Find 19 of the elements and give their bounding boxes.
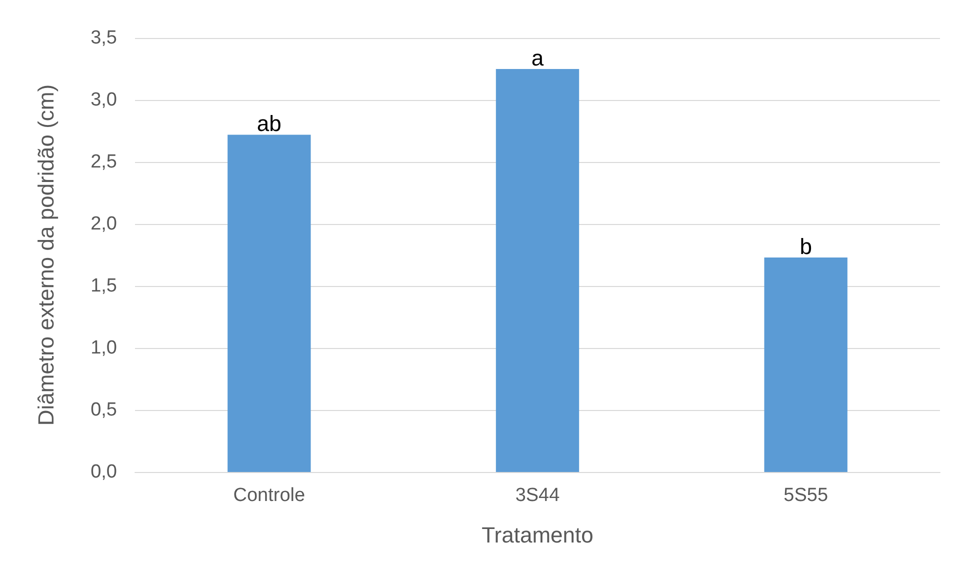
annotation: b [800,234,812,259]
x-tick-label: 3S44 [515,485,560,506]
y-tick-label: 1,0 [90,338,117,358]
x-tick-label: Controle [233,485,306,506]
bar [496,69,580,472]
y-tick-label: 3,5 [90,28,117,48]
y-tick-label: 0,5 [90,400,117,420]
y-tick-label: 3,0 [90,90,117,110]
y-axis-title: Diâmetro externo da podridão (cm) [34,84,58,426]
y-tick-label: 0,0 [90,462,117,482]
y-tick-label: 2,0 [90,214,117,234]
x-tick-label: 5S55 [784,485,828,506]
x-axis-title: Tratamento [482,522,594,548]
y-tick-label: 2,5 [90,152,117,172]
bar [228,134,311,472]
bar [764,257,848,472]
annotation: ab [256,111,282,136]
annotation: a [531,46,544,70]
y-tick-label: 1,5 [90,276,117,296]
